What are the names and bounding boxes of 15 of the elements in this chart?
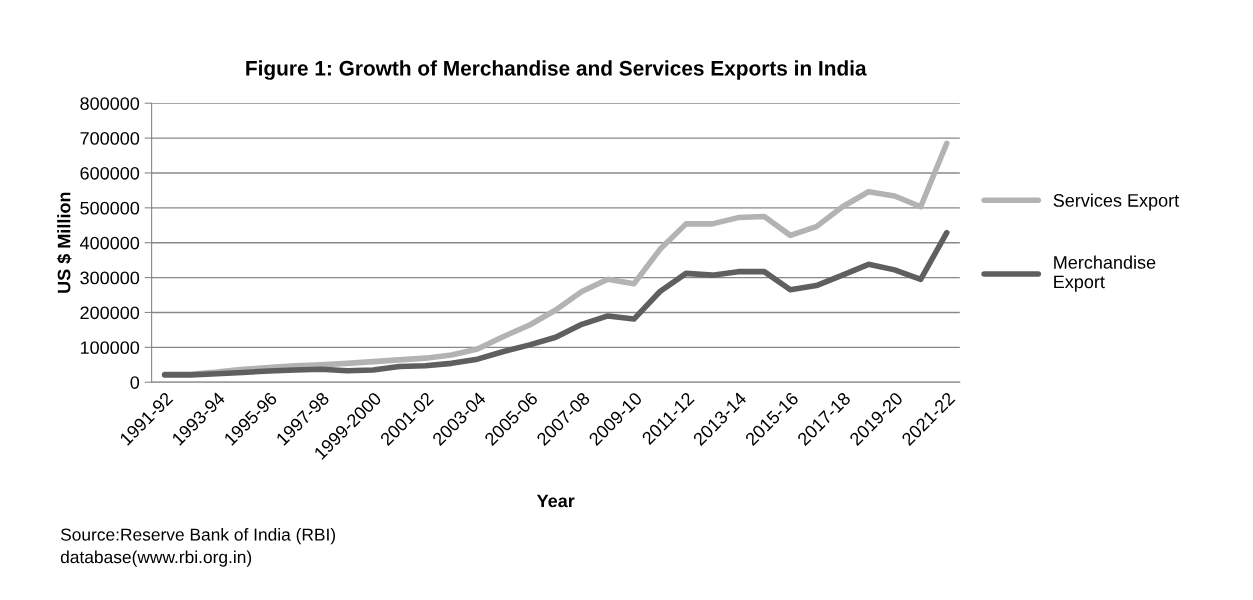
y-tick-label: 700000: [80, 132, 140, 145]
legend-label: Merchandise Export: [1054, 255, 1156, 292]
x-axis-title: Year: [536, 494, 575, 508]
y-tick-label: 800000: [80, 97, 140, 110]
source-note: Source:Reserve Bank of India (RBI) database(www.rbi.org.in): [60, 528, 336, 567]
y-tick-label: 300000: [80, 271, 140, 285]
chart-title: Figure 1: Growth of Merchandise and Services Exports in India: [246, 60, 867, 80]
y-tick-label: 400000: [79, 236, 140, 250]
y-tick-label: 100000: [80, 341, 140, 355]
y-axis-title: US $ Million: [56, 192, 72, 293]
y-tick-label: 0: [130, 376, 140, 389]
legend-label: Services Export: [1053, 193, 1180, 211]
y-tick-label: 500000: [80, 201, 140, 215]
y-tick-label: 200000: [80, 306, 140, 320]
y-tick-label: 600000: [80, 166, 140, 180]
